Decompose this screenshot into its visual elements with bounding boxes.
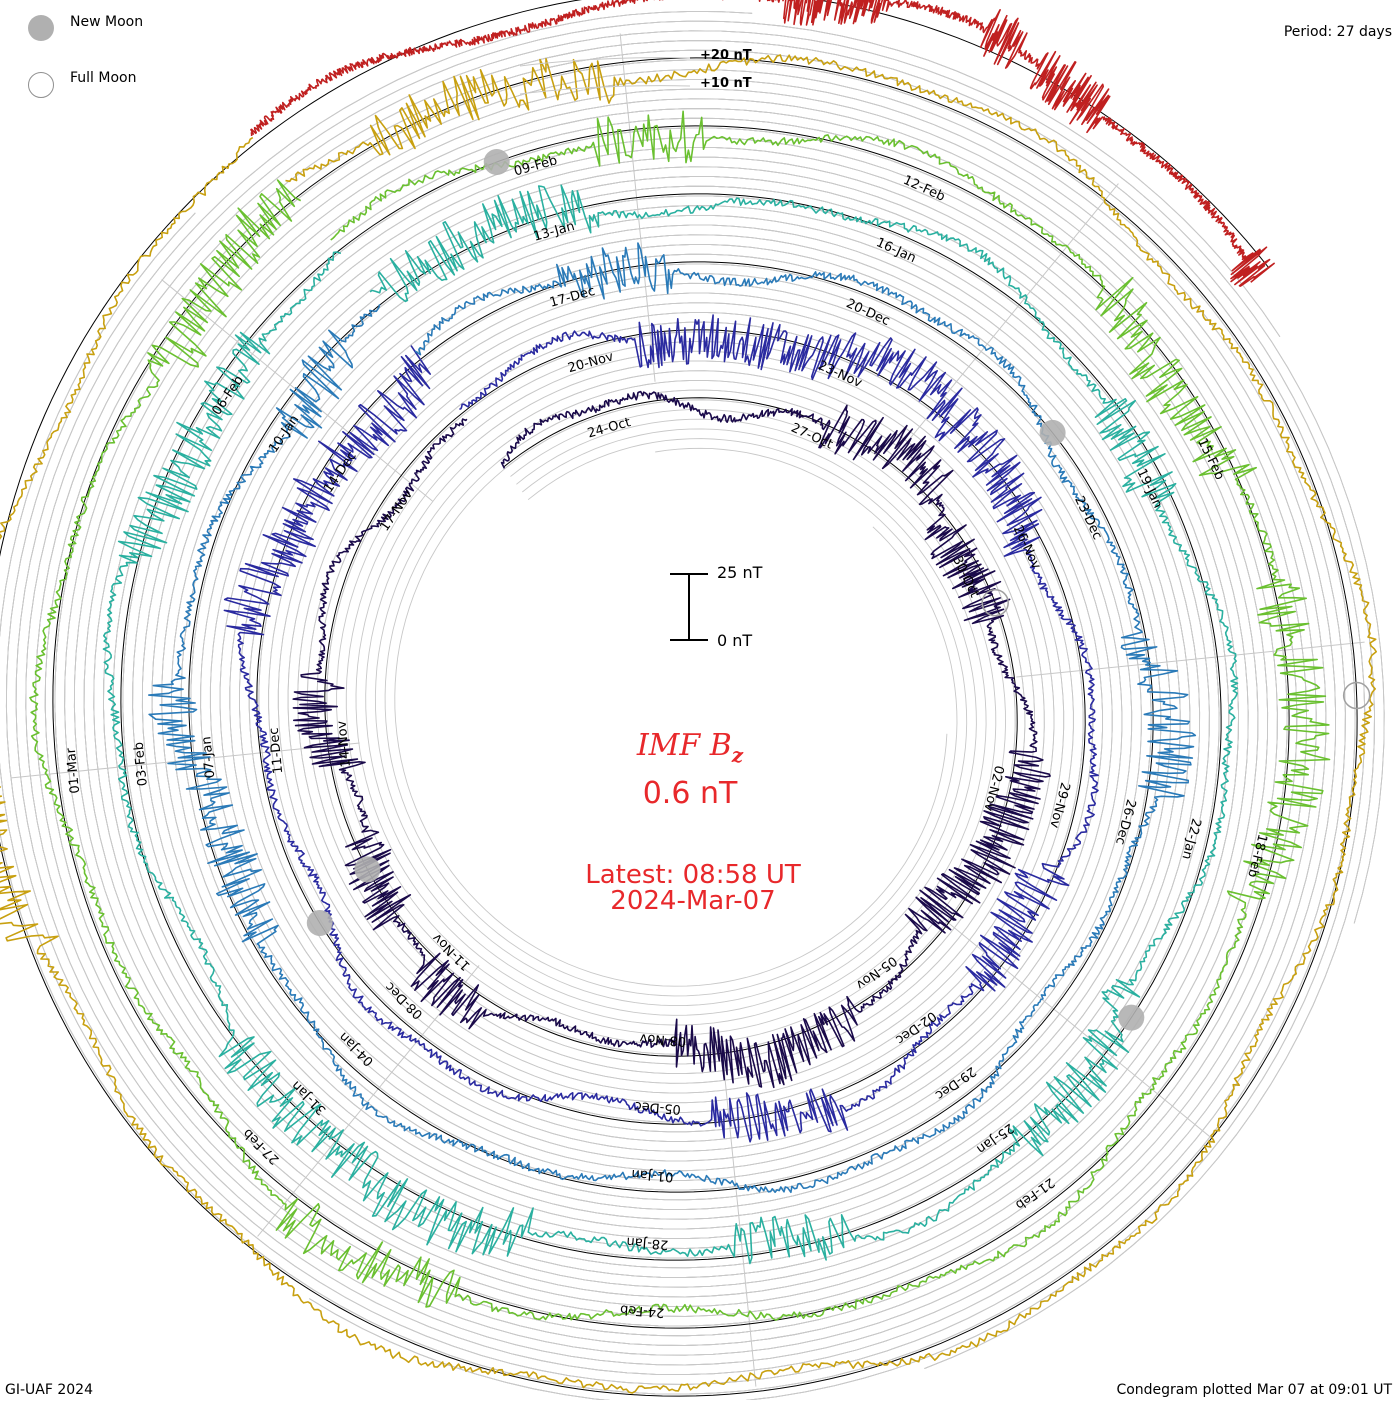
new-moon-marker (1039, 419, 1066, 446)
date-label: 03-Feb (132, 741, 151, 787)
date-label: 01-Jan (631, 1166, 674, 1184)
scale-bar-top-tick (670, 573, 708, 575)
date-label: 21-Feb (1012, 1174, 1057, 1212)
scale-bar-bottom-label: 0 nT (717, 631, 753, 650)
date-label: 07-Jan (199, 736, 218, 779)
series-trace-3 (148, 242, 1197, 1194)
scale-bar-bottom-tick (670, 639, 708, 641)
center-latest: Latest: 08:58 UT (585, 860, 801, 890)
date-label: 04-Jan (336, 1029, 377, 1069)
date-label: 13-Jan (532, 219, 576, 245)
center-value: 0.6 nT (642, 776, 738, 811)
scale-bar-top-label: 25 nT (717, 563, 763, 582)
plotted-label: Condegram plotted Mar 07 at 09:01 UT (1116, 1382, 1392, 1398)
spoke-line (619, 33, 656, 382)
date-label: 19-Jan (1133, 466, 1165, 510)
date-label: 11-Dec (267, 727, 286, 775)
new-moon-label: New Moon (70, 14, 144, 30)
scale-bar (688, 573, 690, 641)
spoke-line (1016, 641, 1365, 678)
spoke-line (161, 279, 433, 502)
scale-arc-plus10 (519, 85, 691, 95)
date-label: 29-Dec (932, 1063, 978, 1102)
grid-ring (15, 20, 1327, 1366)
date-label: 08-Nov (639, 1030, 687, 1049)
grid-ring (0, 69, 1346, 1385)
period-label: Period: 27 days (1283, 24, 1392, 40)
series-trace-2 (223, 314, 1099, 1143)
grid-ring (5, 10, 1337, 1376)
date-label: 14-Nov (334, 720, 354, 768)
date-label: 02-Dec (892, 1008, 938, 1047)
date-label: 01-Mar (64, 747, 83, 795)
series-trace-4 (102, 184, 1239, 1265)
new-moon-marker (306, 909, 333, 936)
scale-arc-plus20 (519, 57, 691, 67)
new-moon-marker (354, 856, 381, 883)
grid-ring (35, 40, 1375, 1370)
date-label: 05-Dec (634, 1098, 681, 1117)
full-moon-icon (28, 72, 54, 98)
spoke-line (720, 1038, 757, 1387)
zero-baseline (0, 0, 1358, 1397)
date-label: 11-Nov (430, 930, 474, 974)
series-trace-6 (0, 54, 1377, 1394)
date-label: 23-Nov (816, 358, 865, 391)
date-label: 09-Feb (512, 153, 559, 179)
series-trace-5 (29, 110, 1331, 1321)
center-title: IMF Bz (0, 728, 1380, 767)
center-title-main: IMF B (636, 728, 732, 763)
date-label: 17-Nov (377, 487, 416, 534)
series-trace-7 (250, 0, 1275, 287)
grid-ring (35, 40, 1375, 1370)
full-moon-label: Full Moon (70, 70, 137, 86)
scale-plus20: +20 nT (700, 48, 752, 63)
full-moon-marker (981, 589, 1009, 617)
date-label: 24-Feb (620, 1301, 665, 1319)
credit-label: GI-UAF 2024 (5, 1382, 93, 1398)
full-moon-marker (1342, 681, 1371, 710)
grid-ring (35, 40, 1375, 1370)
scale-plus10: +10 nT (700, 76, 752, 91)
grid-ring (0, 69, 1346, 1385)
date-label: 20-Dec (844, 296, 892, 329)
center-title-sub: z (731, 743, 744, 767)
date-label: 22-Jan (1179, 817, 1204, 861)
spoke-line (943, 918, 1215, 1141)
new-moon-icon (28, 15, 54, 41)
new-moon-marker (483, 149, 510, 176)
date-label: 28-Jan (626, 1234, 669, 1252)
grid-ring (25, 30, 1385, 1356)
series-trace-1 (292, 390, 1051, 1089)
date-label: 23-Dec (1071, 494, 1105, 542)
new-moon-marker (1118, 1004, 1145, 1031)
date-label: 05-Nov (853, 953, 900, 993)
center-date: 2024-Mar-07 (610, 886, 776, 916)
grid-ring (35, 40, 1375, 1370)
